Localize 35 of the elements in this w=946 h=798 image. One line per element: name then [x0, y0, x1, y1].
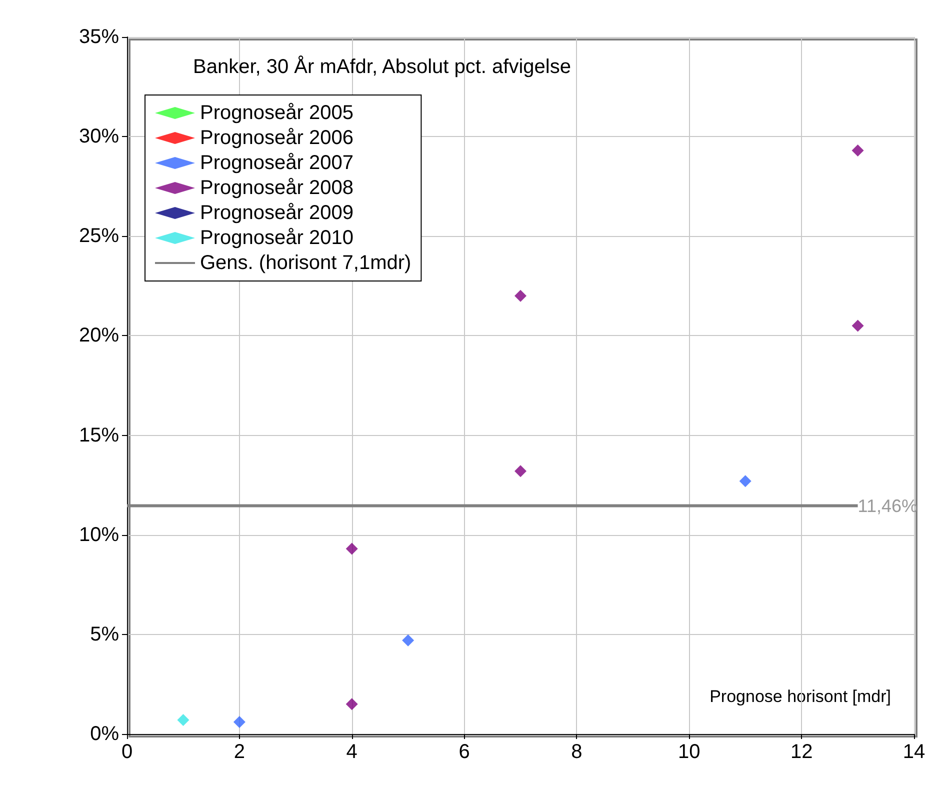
point: [402, 634, 414, 646]
x-tick-label: 2: [234, 741, 245, 763]
y-tick-label: 5%: [90, 623, 120, 646]
x-tick-label: 14: [902, 741, 926, 763]
point: [514, 290, 526, 302]
text: Banker, 30 År mAfdr, Absolut pct. afvigelse: [193, 55, 571, 78]
y-tick-label: 25%: [78, 225, 120, 248]
point: [177, 714, 190, 726]
legend-label: Prognoseår 2010: [200, 227, 354, 249]
y-tick-label: 15%: [78, 424, 120, 446]
legend-label: Prognoseår 2006: [200, 127, 354, 149]
x-tick-label: 6: [458, 741, 470, 763]
x-tick-label: 0: [121, 741, 133, 763]
point: [852, 144, 864, 157]
y-tick-label: 10%: [78, 524, 120, 546]
x-tick-label: 12: [790, 741, 813, 763]
y-tick-label: 0%: [90, 723, 120, 745]
x-tick-label: 10: [678, 741, 700, 763]
legend-label: Gens. (horisont 7,1mdr): [200, 252, 412, 274]
point: [739, 475, 752, 488]
point: [346, 698, 358, 710]
y-tick-label: 20%: [78, 324, 120, 347]
y-tick-label: 30%: [78, 126, 120, 148]
point: [233, 716, 246, 728]
point: [514, 465, 526, 478]
legend-label: Prognoseår 2008: [200, 177, 354, 199]
point: [852, 320, 864, 332]
point: [346, 542, 358, 555]
y-tick-label: 35%: [78, 26, 120, 48]
x-tick-label: 8: [571, 741, 582, 763]
legend-label: Prognoseår 2007: [200, 152, 354, 174]
x-tick-label: 4: [346, 741, 358, 763]
x-axis-title: Prognose horisont [mdr]: [710, 687, 891, 706]
legend-label: Prognoseår 2005: [200, 102, 354, 124]
legend-label: Prognoseår 2009: [200, 202, 354, 224]
